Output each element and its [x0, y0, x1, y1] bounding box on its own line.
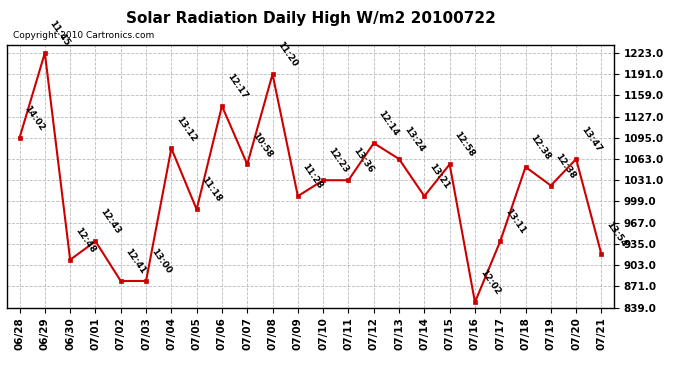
Text: 12:23: 12:23	[326, 146, 350, 175]
Text: 11:28: 11:28	[301, 162, 325, 191]
Text: 12:48: 12:48	[73, 226, 97, 255]
Text: 12:14: 12:14	[377, 109, 401, 138]
Text: 12:38: 12:38	[529, 133, 553, 162]
Text: 10:58: 10:58	[250, 130, 274, 159]
Text: 11:45: 11:45	[48, 19, 72, 48]
Text: 13:54: 13:54	[604, 220, 629, 249]
Text: 12:02: 12:02	[478, 268, 502, 297]
Text: 13:47: 13:47	[579, 125, 603, 154]
Text: 12:17: 12:17	[225, 72, 249, 100]
Text: Solar Radiation Daily High W/m2 20100722: Solar Radiation Daily High W/m2 20100722	[126, 11, 495, 26]
Text: 13:24: 13:24	[402, 125, 426, 154]
Text: Copyright 2010 Cartronics.com: Copyright 2010 Cartronics.com	[13, 31, 155, 40]
Text: 12:43: 12:43	[99, 207, 122, 236]
Text: 12:41: 12:41	[124, 247, 148, 276]
Text: 12:58: 12:58	[453, 130, 477, 159]
Text: 11:18: 11:18	[199, 176, 224, 204]
Text: 11:20: 11:20	[275, 40, 299, 69]
Text: 13:36: 13:36	[351, 146, 375, 175]
Text: 13:21: 13:21	[427, 162, 451, 191]
Text: 14:02: 14:02	[23, 104, 46, 132]
Text: 13:12: 13:12	[175, 114, 198, 143]
Text: 13:11: 13:11	[503, 207, 527, 236]
Text: 13:00: 13:00	[149, 247, 172, 276]
Text: 12:38: 12:38	[554, 152, 578, 180]
